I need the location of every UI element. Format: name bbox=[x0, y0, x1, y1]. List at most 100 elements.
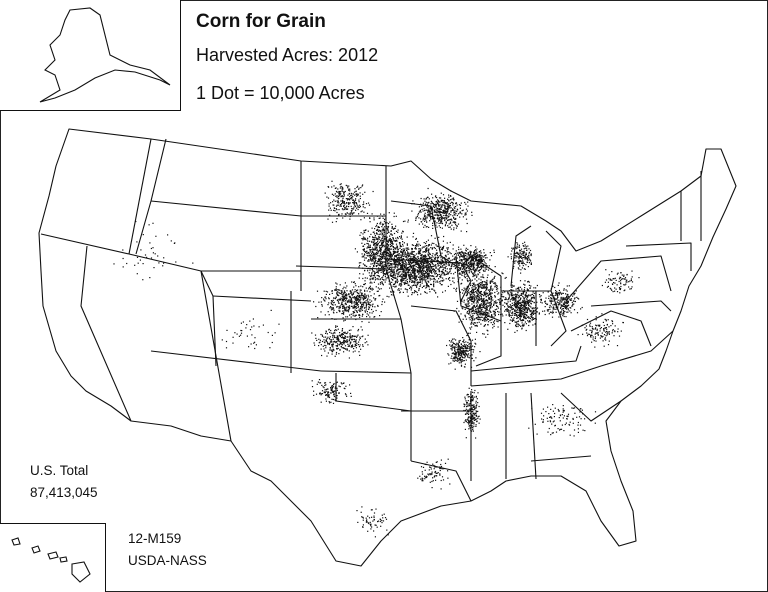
acreage-dot bbox=[394, 281, 396, 283]
acreage-dot bbox=[379, 250, 381, 252]
acreage-dot bbox=[327, 342, 329, 344]
acreage-dot bbox=[480, 309, 482, 311]
acreage-dot bbox=[529, 314, 532, 316]
acreage-dot bbox=[372, 270, 374, 272]
acreage-dot bbox=[461, 274, 463, 276]
acreage-dot bbox=[385, 274, 387, 276]
acreage-dot bbox=[419, 265, 421, 267]
acreage-dot bbox=[376, 233, 378, 235]
acreage-dot bbox=[359, 273, 361, 275]
acreage-dot bbox=[416, 269, 418, 271]
acreage-dot bbox=[320, 333, 322, 336]
acreage-dot bbox=[331, 339, 333, 341]
acreage-dot bbox=[479, 250, 481, 253]
acreage-dot bbox=[412, 292, 414, 294]
acreage-dot bbox=[384, 263, 386, 266]
acreage-dot bbox=[434, 247, 436, 250]
acreage-dot bbox=[362, 277, 364, 280]
acreage-dot bbox=[362, 237, 364, 240]
acreage-dot bbox=[475, 302, 477, 304]
acreage-dot bbox=[374, 272, 376, 274]
acreage-dot bbox=[392, 259, 394, 261]
acreage-dot bbox=[476, 290, 478, 292]
acreage-dot bbox=[434, 214, 436, 216]
acreage-dot bbox=[476, 325, 478, 327]
acreage-dot bbox=[318, 338, 320, 340]
acreage-dot bbox=[387, 240, 389, 242]
acreage-dot bbox=[485, 266, 487, 268]
acreage-dot bbox=[375, 237, 377, 239]
acreage-dot bbox=[414, 268, 416, 271]
acreage-dot bbox=[421, 258, 423, 260]
acreage-dot bbox=[341, 330, 343, 332]
acreage-dot bbox=[354, 345, 356, 347]
acreage-dot bbox=[459, 256, 461, 258]
acreage-dot bbox=[393, 291, 395, 293]
us-outline bbox=[38, 128, 737, 567]
acreage-dot bbox=[517, 294, 519, 296]
acreage-dot bbox=[487, 315, 489, 317]
acreage-dot bbox=[519, 318, 521, 320]
acreage-dot bbox=[395, 277, 397, 279]
acreage-dot bbox=[480, 286, 482, 289]
acreage-dot bbox=[377, 283, 380, 285]
acreage-dot bbox=[446, 211, 448, 213]
acreage-dot bbox=[360, 292, 362, 294]
acreage-dot bbox=[480, 312, 482, 315]
acreage-dot bbox=[427, 206, 429, 209]
acreage-dot bbox=[497, 293, 499, 295]
acreage-dot bbox=[343, 351, 345, 353]
acreage-dot bbox=[441, 216, 443, 218]
acreage-dot bbox=[469, 262, 471, 264]
acreage-dot bbox=[525, 308, 527, 310]
acreage-dot bbox=[473, 284, 475, 286]
acreage-dot bbox=[463, 270, 465, 272]
acreage-dot bbox=[367, 252, 369, 254]
acreage-dot bbox=[350, 292, 352, 294]
acreage-dot bbox=[511, 320, 513, 322]
acreage-dot bbox=[325, 336, 327, 338]
acreage-dot bbox=[463, 266, 465, 268]
acreage-dot bbox=[468, 307, 470, 309]
acreage-dot bbox=[424, 256, 426, 258]
acreage-dot bbox=[494, 301, 497, 303]
acreage-dot bbox=[455, 261, 457, 263]
acreage-dot bbox=[521, 313, 523, 315]
acreage-dot bbox=[486, 257, 488, 259]
acreage-dot bbox=[484, 268, 486, 270]
acreage-dot bbox=[508, 298, 510, 300]
acreage-dot bbox=[395, 225, 397, 227]
acreage-dot bbox=[473, 289, 475, 291]
acreage-dot bbox=[467, 289, 469, 291]
acreage-dot bbox=[528, 308, 530, 310]
acreage-dot bbox=[397, 231, 399, 233]
acreage-dot bbox=[405, 253, 407, 255]
acreage-dot bbox=[486, 293, 488, 295]
acreage-dot bbox=[465, 304, 467, 306]
acreage-dot bbox=[520, 301, 522, 303]
acreage-dot bbox=[396, 240, 398, 242]
acreage-dot bbox=[533, 292, 535, 294]
acreage-dot bbox=[368, 247, 370, 249]
acreage-dot bbox=[473, 252, 475, 254]
acreage-dot bbox=[440, 270, 443, 273]
acreage-dot bbox=[404, 253, 406, 255]
acreage-dot bbox=[448, 251, 450, 253]
acreage-dot bbox=[413, 277, 415, 279]
acreage-dot bbox=[379, 258, 381, 260]
acreage-dot bbox=[373, 242, 375, 244]
acreage-dot bbox=[358, 309, 361, 311]
acreage-dot bbox=[484, 270, 486, 272]
acreage-dot bbox=[382, 265, 384, 267]
acreage-dot bbox=[369, 250, 371, 252]
acreage-dot bbox=[410, 257, 412, 259]
acreage-dot bbox=[371, 308, 373, 311]
acreage-dot bbox=[404, 265, 406, 267]
acreage-dot bbox=[465, 260, 467, 262]
acreage-dot bbox=[397, 259, 399, 261]
acreage-dot bbox=[386, 277, 389, 279]
acreage-dot bbox=[535, 304, 537, 306]
acreage-dot bbox=[344, 309, 346, 311]
acreage-dot bbox=[371, 255, 373, 257]
acreage-dot bbox=[413, 258, 415, 261]
